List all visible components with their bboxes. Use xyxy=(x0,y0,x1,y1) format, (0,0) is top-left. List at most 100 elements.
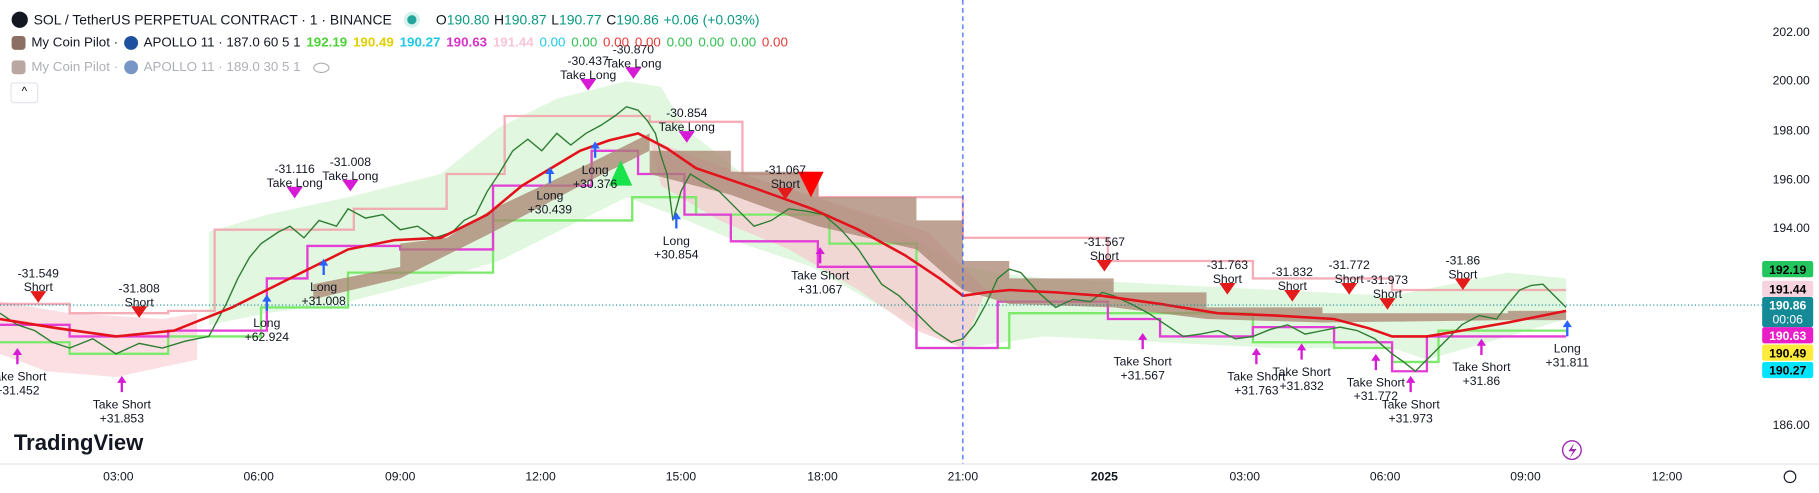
signal-short xyxy=(131,306,148,318)
trade-annotation: Long xyxy=(663,234,690,248)
ohlc-label: O xyxy=(435,11,447,28)
indicator-name: My Coin Pilot · xyxy=(31,60,119,75)
signal-arrow xyxy=(545,167,555,184)
signal-short xyxy=(1219,283,1236,295)
trade-annotation: Short xyxy=(771,177,801,191)
trade-annotation: +31.853 xyxy=(100,411,145,425)
trade-annotation: Take Short xyxy=(1382,397,1441,411)
indicator-value: 190.49 xyxy=(353,35,394,50)
time-tick-label: 21:00 xyxy=(948,469,979,483)
trade-annotation: +31.067 xyxy=(798,283,843,297)
symbol-icon xyxy=(11,11,28,28)
price-badge xyxy=(1762,261,1814,278)
ohlc-label: C xyxy=(606,11,617,28)
signal-arrow xyxy=(262,294,272,311)
price-badge xyxy=(1762,296,1814,328)
signal-arrow xyxy=(815,247,825,264)
indicator-value: 0.00 xyxy=(571,35,598,50)
trade-annotation: -31.549 xyxy=(18,266,60,280)
indicator-value: 191.44 xyxy=(492,35,534,50)
indicator-logo xyxy=(123,60,138,75)
indicator-logo xyxy=(123,35,138,50)
price-badge-label: 191.44 xyxy=(1769,283,1806,297)
trade-annotation: Take Short xyxy=(1452,360,1511,374)
price-tick-label: 202.00 xyxy=(1773,25,1810,39)
indicator-value: 0.00 xyxy=(666,35,693,50)
price-tick-label: 200.00 xyxy=(1773,74,1810,88)
signal-short xyxy=(1096,259,1113,272)
step-pink xyxy=(0,114,1567,315)
settings-icon[interactable] xyxy=(1783,470,1797,484)
time-tick-label: 12:00 xyxy=(1652,469,1683,483)
signal-arrow xyxy=(671,212,681,229)
trade-annotation: Short xyxy=(1213,272,1243,286)
signal-take-long xyxy=(286,186,303,199)
trade-annotation: Short xyxy=(1090,249,1120,263)
time-tick-label: 12:00 xyxy=(525,469,556,483)
trade-annotation: Short xyxy=(24,280,54,294)
trade-annotation: Short xyxy=(1335,272,1365,286)
trade-annotation: +31.811 xyxy=(1546,356,1590,370)
signal-arrow xyxy=(1138,332,1148,350)
signal-arrow xyxy=(1251,348,1262,365)
indicator-value: 0.00 xyxy=(634,35,661,50)
time-tick-label: 06:00 xyxy=(243,469,274,483)
trade-annotation: Take Short xyxy=(791,269,850,283)
ohlc: O190.80 H190.87 L190.77 C190.86 +0.06 (+0.03… xyxy=(431,11,760,28)
trade-annotation: Take Short xyxy=(1114,354,1173,368)
trade-annotation: +31.008 xyxy=(301,294,346,308)
symbol-legend: SOL / TetherUS PERPETUAL CONTRACT · 1 · … xyxy=(11,11,760,28)
trade-annotation: Take Short xyxy=(1273,365,1332,379)
trade-annotation: Take Long xyxy=(659,120,715,134)
trade-annotation: Take Long xyxy=(560,68,616,82)
indicator-value: 0.00 xyxy=(539,35,566,50)
market-status xyxy=(406,15,417,25)
indicator-value: 192.19 xyxy=(306,35,348,50)
trade-annotation: -31.808 xyxy=(119,281,161,295)
trade-annotation: -31.567 xyxy=(1084,235,1126,249)
signal-long xyxy=(609,160,633,186)
time-tick-label: 03:00 xyxy=(1230,469,1261,483)
price-badge xyxy=(1762,327,1814,344)
ohlc-label: L xyxy=(551,11,559,28)
trade-annotation: -31.772 xyxy=(1329,258,1371,272)
lightning-button[interactable] xyxy=(1561,440,1582,461)
indicator-value: 0.00 xyxy=(761,35,788,50)
change: +0.06 (+0.03%) xyxy=(663,11,760,28)
indicator-value: 0.00 xyxy=(698,35,725,50)
lightning-icon xyxy=(1568,443,1577,459)
price-badge xyxy=(1762,361,1814,379)
indicator-icon xyxy=(11,35,26,50)
price-badge-label: 190.63 xyxy=(1769,329,1806,343)
time-tick-label: 03:00 xyxy=(103,469,134,483)
trade-annotation: Long xyxy=(536,189,563,203)
indicator-icon xyxy=(11,60,26,75)
trade-annotation: -30.437 xyxy=(568,54,610,68)
signal-short xyxy=(1379,298,1396,310)
signal-short xyxy=(798,171,824,198)
price-badge xyxy=(1762,280,1814,297)
ohlc-label: H xyxy=(493,11,505,28)
trade-annotation: -31.116 xyxy=(274,162,315,176)
price-tick-label: 198.00 xyxy=(1773,124,1810,138)
moving-average xyxy=(0,132,1567,338)
trade-annotation: +31.452 xyxy=(0,383,40,397)
signal-short xyxy=(1454,278,1471,291)
trade-annotation: +31.763 xyxy=(1234,383,1279,397)
price-tick-label: 194.00 xyxy=(1773,221,1810,235)
signal-short xyxy=(30,291,47,303)
indicator-value: 0.00 xyxy=(603,35,630,50)
trade-annotation: Take Short xyxy=(1227,370,1286,384)
trade-annotation: -31.763 xyxy=(1207,258,1249,272)
big-triangle-down xyxy=(798,171,824,198)
trade-annotation: Take Long xyxy=(267,176,323,190)
trade-annotation: -30.854 xyxy=(666,106,708,120)
trade-annotation: Short xyxy=(1448,267,1478,281)
collapse-button[interactable]: ^ xyxy=(10,82,39,104)
trade-annotation: Short xyxy=(1278,279,1308,293)
trade-annotation: Take Long xyxy=(322,169,378,183)
price-badge xyxy=(1762,344,1814,361)
indicator-settings: APOLLO 11 · 187.0 60 5 1 xyxy=(143,35,301,50)
